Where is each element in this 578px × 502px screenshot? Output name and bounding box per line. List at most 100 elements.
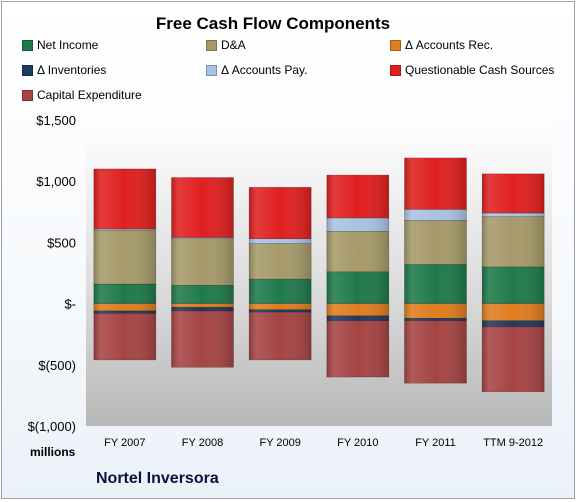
bar-segment	[93, 168, 157, 230]
bar-segment	[481, 303, 545, 322]
bar-segment-shade	[482, 216, 545, 267]
units-label: millions	[30, 445, 76, 459]
legend-label: D&A	[221, 38, 246, 52]
bar-segment-shade	[482, 303, 545, 321]
legend-swatch	[22, 89, 33, 101]
bar-segment	[326, 271, 390, 304]
bar-segment-shade	[482, 326, 545, 392]
bar-segment-shade	[482, 213, 545, 217]
bar-segment	[171, 303, 234, 308]
bar-segment-shade	[249, 279, 312, 304]
bar-segment-shade	[404, 157, 467, 210]
bar-segment-shade	[249, 187, 312, 239]
bar-segment-shade	[93, 230, 156, 285]
bar-segment-shade	[249, 309, 312, 313]
bar-segment-shade	[171, 285, 234, 304]
bar-segment	[93, 303, 157, 312]
bar-segment	[93, 283, 157, 304]
bar-segment	[248, 187, 312, 240]
legend-swatch	[206, 39, 217, 51]
bar-segment	[481, 266, 545, 304]
bar-segment	[481, 216, 545, 268]
bar-segment-shade	[404, 209, 467, 221]
bar-segment-shade	[93, 303, 156, 311]
bar-segment-shade	[93, 313, 156, 360]
bar-segment-shade	[249, 303, 312, 310]
x-tick-label: FY 2010	[337, 437, 378, 449]
bar-segment-shade	[326, 320, 389, 378]
y-tick-label: $-	[64, 297, 76, 312]
x-tick-label: FY 2011	[415, 437, 456, 449]
bar-segment	[404, 264, 467, 304]
bar-segment-shade	[326, 303, 389, 316]
bar-segment	[248, 238, 312, 244]
bar-segment-shade	[93, 310, 156, 314]
bar-segment-shade	[482, 266, 545, 304]
bar-segment-shade	[404, 220, 467, 265]
x-tick-label: FY 2007	[104, 437, 145, 449]
legend-swatch	[390, 64, 401, 76]
bar-segment-shade	[249, 238, 312, 244]
bar-segment-shade	[326, 231, 389, 272]
bar-segment	[481, 212, 545, 217]
bar-segment-shade	[171, 237, 234, 239]
bar-segment-shade	[404, 264, 467, 304]
bar-segment-shade	[171, 238, 234, 286]
bar-segment	[326, 303, 390, 317]
chart-title: Free Cash Flow Components	[155, 14, 391, 33]
bar-segment	[171, 310, 234, 368]
bar-segment-shade	[482, 173, 545, 214]
bar-segment-shade	[93, 168, 156, 229]
bar-segment-shade	[404, 318, 467, 321]
bar-segment	[248, 311, 312, 361]
y-tick-label: $1,000	[36, 174, 76, 189]
bar-segment-shade	[326, 271, 389, 304]
bar-segment	[248, 243, 312, 280]
legend-item: Δ Accounts Rec.	[390, 38, 493, 52]
bar-segment	[326, 174, 390, 219]
legend-item: Net Income	[22, 38, 98, 52]
bar-segment	[326, 320, 390, 378]
bar-segment	[93, 229, 157, 285]
bar-segment	[481, 326, 545, 393]
legend-label: Δ Accounts Rec.	[405, 38, 494, 52]
bar-segment	[481, 173, 545, 214]
bar-segment-shade	[93, 284, 156, 304]
bar-segment	[481, 320, 545, 328]
bar-segment	[404, 317, 467, 322]
x-tick-label: TTM 9-2012	[483, 437, 543, 449]
bar-segment	[93, 310, 157, 314]
bar-segment	[404, 209, 467, 221]
bar-segment-shade	[404, 303, 467, 319]
legend-item: D&A	[206, 38, 246, 52]
legend-swatch	[22, 64, 33, 76]
company-label: Nortel Inversora	[96, 470, 219, 487]
y-tick-label: $(500)	[38, 358, 76, 373]
bar-segment-shade	[171, 177, 234, 238]
y-tick-label: $500	[47, 235, 76, 250]
legend-swatch	[390, 39, 401, 51]
bar-segment	[171, 284, 234, 304]
legend-label: Questionable Cash Sources	[405, 63, 555, 77]
bar-segment	[248, 303, 312, 311]
legend-item: Δ Inventories	[22, 63, 106, 77]
y-tick-label: $1,500	[36, 113, 76, 128]
bar-segment-shade	[171, 307, 234, 311]
bar-segment	[326, 231, 390, 273]
bar-segment	[93, 313, 157, 361]
bar-segment-shade	[93, 228, 156, 231]
legend-swatch	[206, 64, 217, 76]
bar-segment-shade	[326, 175, 389, 218]
bar-segment-shade	[326, 217, 389, 232]
legend-item: Δ Accounts Pay.	[206, 63, 308, 77]
bar-segment	[248, 309, 312, 313]
bar-segment	[404, 303, 467, 319]
bar-segment	[171, 177, 234, 238]
bar-segment	[326, 315, 390, 322]
bar-segment-shade	[249, 312, 312, 360]
bar-segment-shade	[171, 310, 234, 368]
plot-area	[86, 120, 552, 426]
legend-label: Capital Expenditure	[37, 88, 142, 102]
legend-item: Questionable Cash Sources	[390, 63, 554, 77]
